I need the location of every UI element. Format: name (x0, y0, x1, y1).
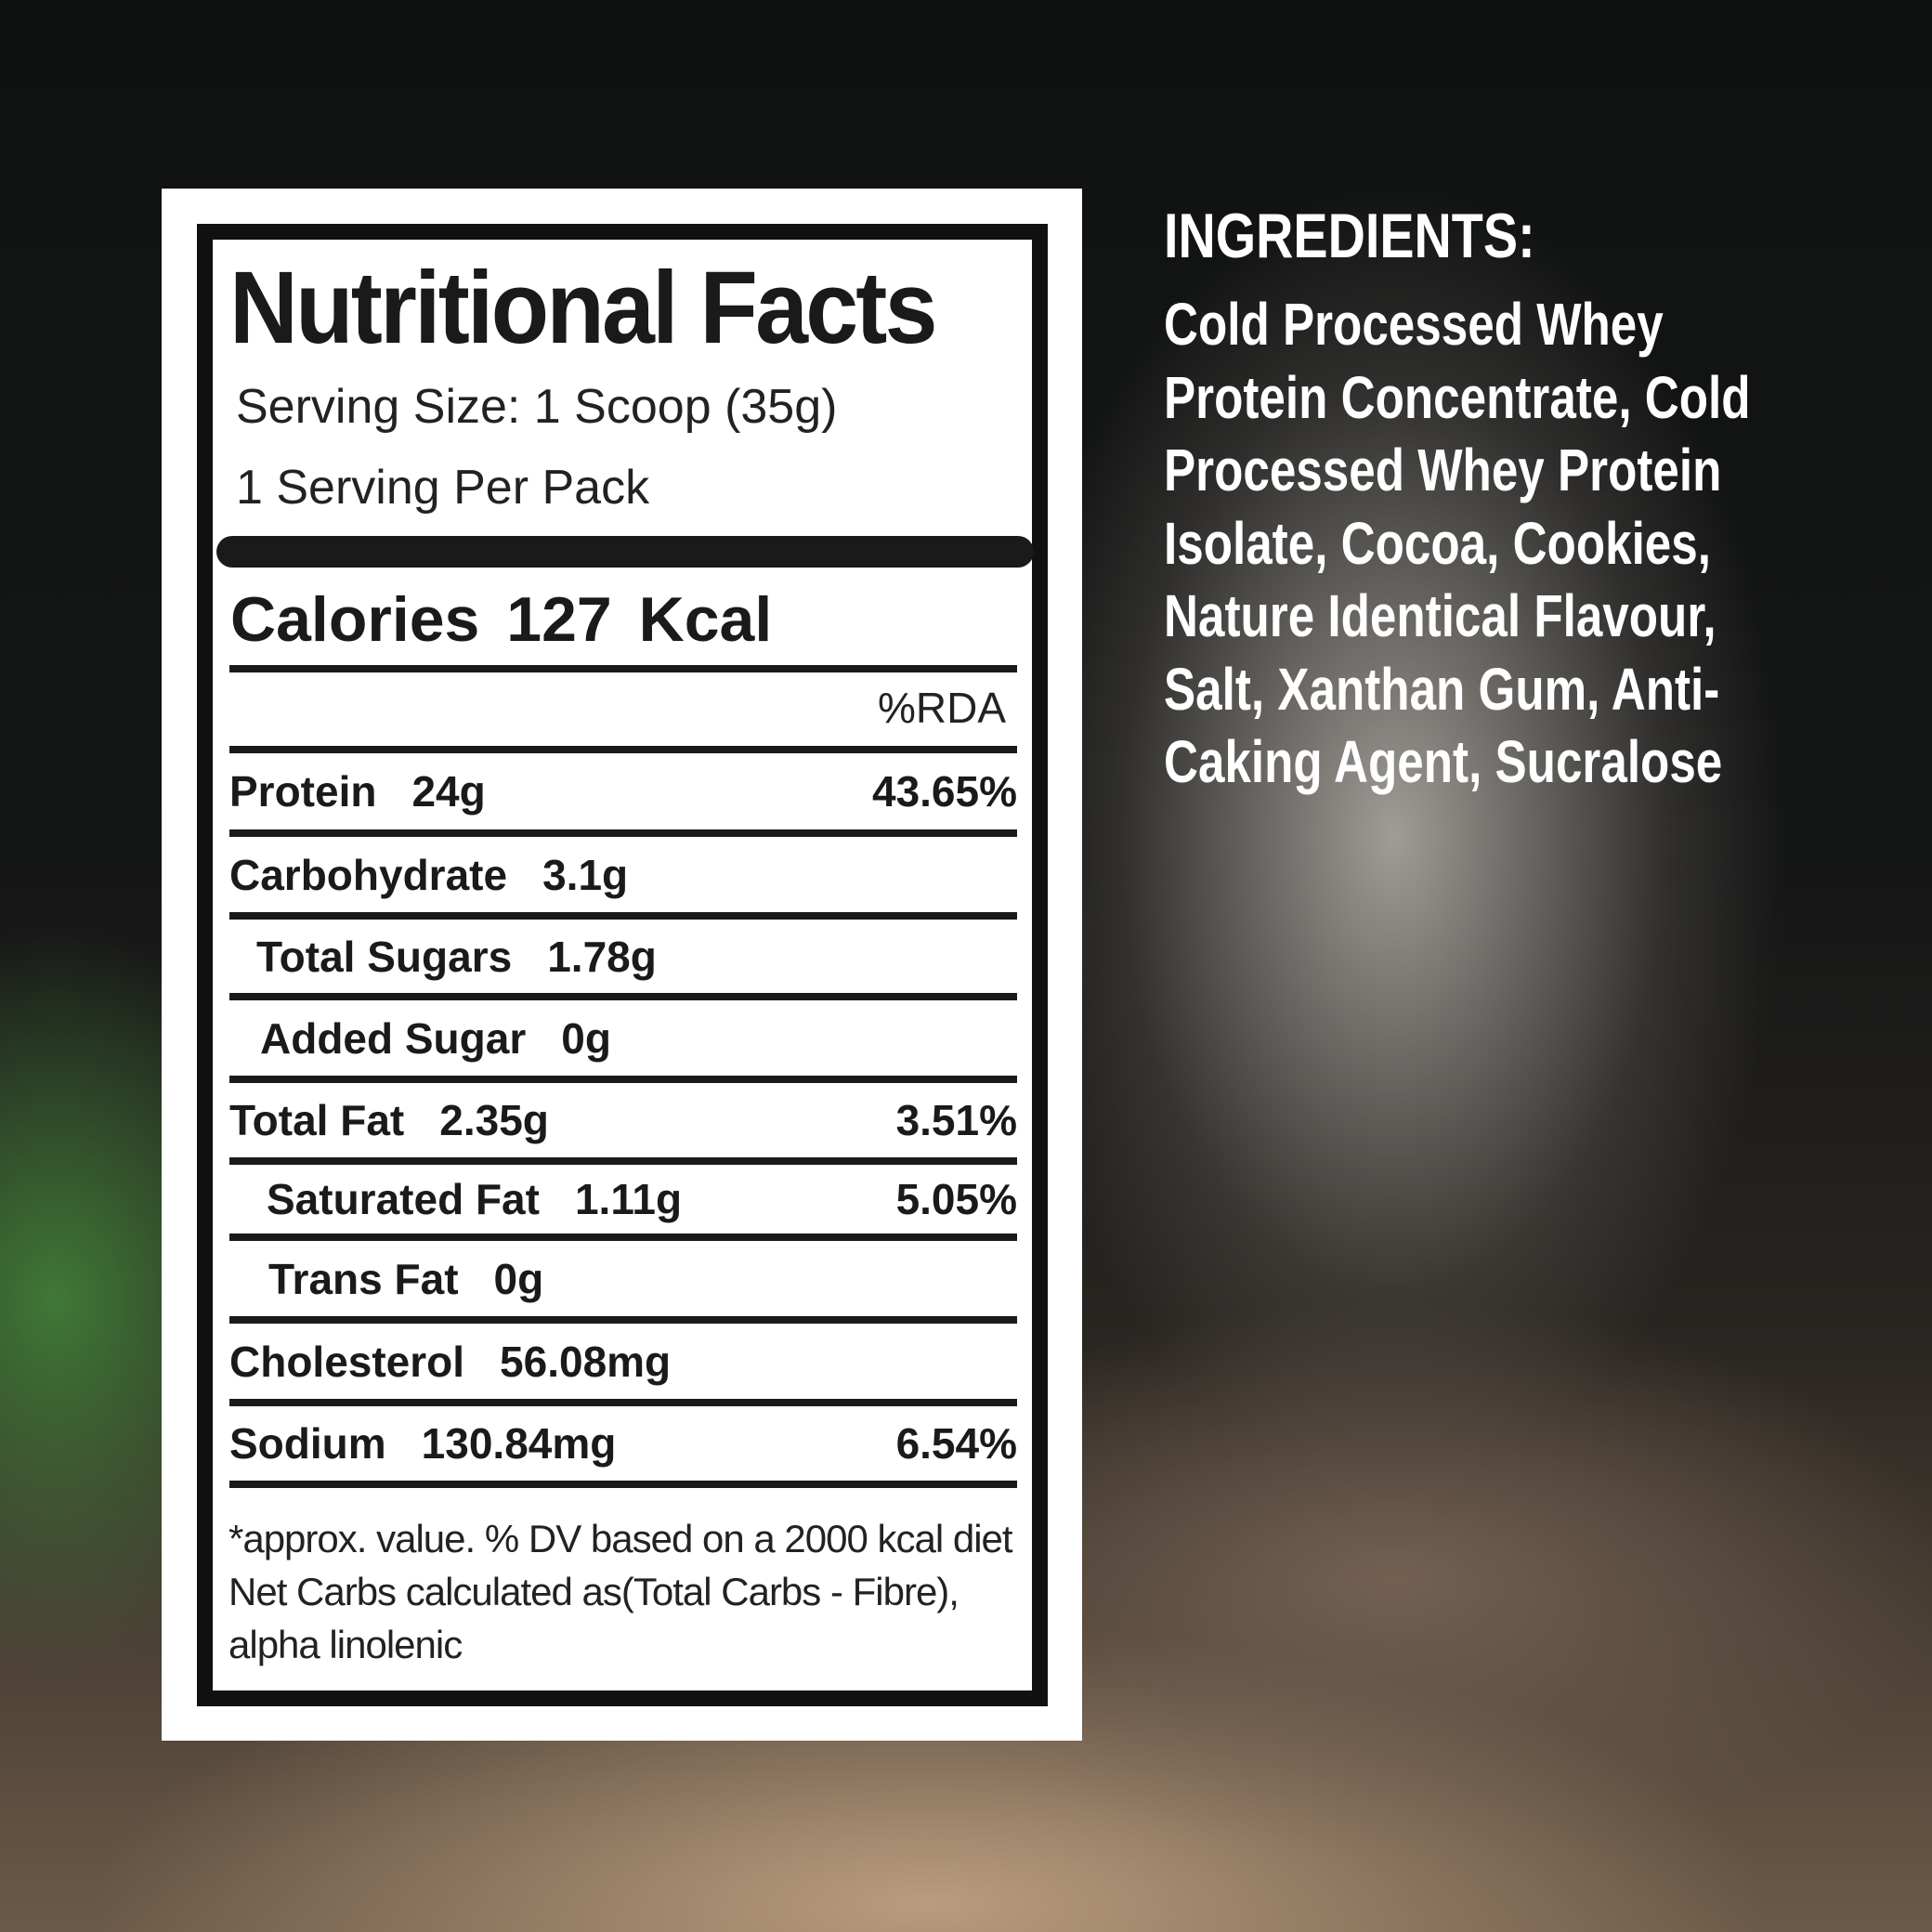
row-divider (229, 829, 1017, 837)
ingredients-line: Isolate, Cocoa, Cookies, (1164, 509, 1711, 577)
nutrient-row: Sodium 130.84mg 6.54% (229, 1416, 1017, 1471)
nutrient-amount: 1.78g (547, 932, 657, 981)
ingredients-line: Cold Processed Whey (1164, 291, 1664, 358)
nutrient-name: Added Sugar (260, 1013, 527, 1063)
nutrient-amount: 0g (493, 1254, 544, 1303)
nutrient-row: Total Fat 2.35g 3.51% (229, 1092, 1017, 1148)
row-divider (229, 1076, 1017, 1083)
ingredients-line: Salt, Xanthan Gum, Anti- (1164, 655, 1720, 723)
ingredients-line: Protein Concentrate, Cold (1164, 363, 1751, 431)
label-title: Nutritional Facts (229, 251, 937, 365)
row-divider (229, 912, 1017, 920)
serving-size: Serving Size: 1 Scoop (35g) (236, 380, 838, 434)
row-divider (229, 746, 1017, 753)
thick-divider (216, 536, 1034, 568)
nutrient-name: Carbohydrate (229, 850, 508, 899)
nutrient-amount: 130.84mg (421, 1419, 617, 1468)
row-divider (229, 1234, 1017, 1241)
ingredients-line: Caking Agent, Sucralose (1164, 728, 1723, 795)
calories: Calories 127 Kcal (230, 583, 772, 656)
nutrient-amount: 2.35g (439, 1096, 549, 1144)
ingredients-heading: INGREDIENTS: (1164, 201, 1535, 271)
nutrient-name: Saturated Fat (267, 1175, 540, 1223)
ingredients-line: Processed Whey Protein (1164, 437, 1722, 503)
nutrient-name: Sodium (229, 1419, 386, 1468)
nutrient-row: Cholesterol 56.08mg (229, 1334, 1017, 1390)
nutrient-amount: 0g (561, 1013, 611, 1063)
nutrient-name: Trans Fat (268, 1254, 459, 1303)
nutrient-name: Cholesterol (229, 1337, 465, 1386)
calories-value: 127 Kcal (506, 584, 773, 655)
nutrient-name: Protein (229, 767, 377, 816)
nutrient-amount: 1.11g (574, 1175, 683, 1223)
row-divider (229, 1157, 1017, 1165)
nutrient-rda: 5.05% (895, 1175, 1017, 1223)
nutrient-row: Total Sugars 1.78g (229, 929, 1017, 985)
nutrient-name: Total Sugars (256, 932, 513, 981)
ingredients-line: Nature Identical Flavour, (1164, 582, 1717, 649)
nutrient-amount: 56.08mg (500, 1337, 672, 1386)
nutrient-row: Trans Fat 0g (229, 1251, 1017, 1307)
row-divider (229, 1481, 1017, 1488)
ingredients-list: Cold Processed Whey Protein Concentrate,… (1164, 288, 1795, 799)
nutrient-row: Saturated Fat 1.11g 5.05% (229, 1171, 1017, 1227)
nutrient-row: Protein 24g 43.65% (229, 764, 1017, 819)
nutrient-row: Carbohydrate 3.1g (229, 847, 1017, 903)
nutrition-label-border (197, 224, 1048, 1706)
row-divider (229, 1316, 1017, 1324)
row-divider (229, 993, 1017, 1000)
nutrient-row: Added Sugar 0g (229, 1011, 1017, 1066)
calories-label: Calories (230, 584, 480, 655)
nutrient-rda: 3.51% (895, 1096, 1017, 1144)
row-divider (229, 1399, 1017, 1406)
nutrient-amount: 3.1g (542, 850, 629, 899)
row-divider (229, 665, 1017, 672)
servings-per-pack: 1 Serving Per Pack (236, 461, 650, 515)
nutrient-rda: 6.54% (895, 1419, 1017, 1468)
nutrient-amount: 24g (411, 767, 486, 816)
rda-header: %RDA (878, 684, 1007, 732)
nutrient-name: Total Fat (229, 1096, 405, 1144)
nutrient-rda: 43.65% (871, 767, 1017, 816)
footnote: *approx. value. % DV based on a 2000 kca… (228, 1517, 1013, 1666)
